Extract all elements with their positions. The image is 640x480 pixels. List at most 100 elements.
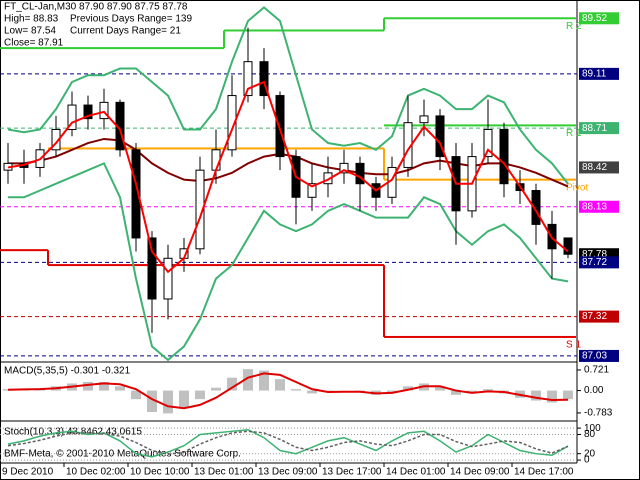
x-tick-label: 13 Dec 01:00 [194, 467, 254, 478]
level-label-bg [579, 12, 619, 25]
candle-body [307, 183, 317, 198]
candle-body [499, 128, 509, 185]
pivot-label: Pivot [566, 182, 588, 193]
histogram-bar [3, 389, 13, 391]
candle-body [83, 104, 93, 120]
level-label-bg [579, 161, 619, 174]
indicator-title: MACD(5,35,5) -0.301 -0.321 [4, 366, 131, 377]
candle-body [339, 162, 349, 174]
info: Low= 87.54 [4, 26, 56, 37]
level-label-bg [579, 310, 619, 323]
candle-body [227, 95, 237, 151]
candle-body [147, 237, 157, 300]
histogram-bar [291, 389, 301, 391]
level-label-bg [579, 256, 619, 269]
level-label-bg [579, 349, 619, 362]
y-tick-label: -0.783 [584, 408, 613, 419]
candle-body [275, 95, 285, 158]
level-label: 89.52 [582, 13, 607, 24]
histogram-bar [179, 390, 189, 408]
candle-body [243, 61, 253, 97]
candle-body [211, 149, 221, 171]
candle-body [531, 189, 541, 225]
histogram-bar [435, 386, 445, 391]
indicator-line [7, 372, 569, 410]
pivot-label: R 1 [566, 128, 582, 139]
histogram-bar [211, 387, 221, 391]
level-label-bg [579, 122, 619, 135]
level-label-bg [579, 67, 619, 80]
candle-body [51, 128, 61, 151]
histogram-bar [195, 390, 205, 400]
x-tick-label: 13 Dec 09:00 [258, 467, 318, 478]
y-tick-label: 0 [584, 455, 590, 466]
histogram-bar [83, 382, 93, 391]
candle-body [563, 237, 573, 255]
level-label: 88.42 [582, 162, 607, 173]
histogram-bar [531, 390, 541, 401]
candle-body [163, 257, 173, 300]
info: Current Days Range= 21 [70, 26, 181, 37]
level-label: 89.11 [582, 69, 607, 80]
histogram-bar [99, 382, 109, 391]
x-tick-label: 10 Dec 02:00 [66, 467, 126, 478]
level-label: 87.72 [582, 257, 607, 268]
candle-body [67, 104, 77, 130]
histogram-bar [387, 390, 397, 392]
info: Close= 87.91 [4, 38, 64, 49]
level-label-bg [579, 200, 619, 213]
x-tick-label: 13 Dec 17:00 [322, 467, 382, 478]
y-tick-label: 0.00 [584, 385, 604, 396]
histogram-bar [547, 390, 557, 403]
histogram-bar [403, 386, 413, 391]
x-tick-label: 9 Dec 2010 [2, 467, 54, 478]
histogram-bar [451, 390, 461, 395]
histogram-bar [115, 386, 125, 391]
candle-body [435, 115, 445, 158]
histogram-bar [275, 379, 285, 391]
candle-body [355, 162, 365, 185]
level-label: 88.13 [582, 201, 607, 212]
indicator-line [7, 6, 569, 185]
candle-body [483, 128, 493, 158]
copyright: BMF-Meta, © 2001-2010 MetaQuotes Softwar… [4, 449, 241, 460]
y-tick-label: 20 [584, 448, 596, 459]
histogram-bar [243, 369, 253, 391]
histogram-bar [307, 390, 317, 394]
x-tick-label: 14 Dec 09:00 [450, 467, 510, 478]
level-label: 87.03 [582, 351, 607, 362]
candle-body [195, 169, 205, 250]
histogram-bar [147, 390, 157, 412]
histogram-bar [259, 370, 269, 391]
candle-body [419, 115, 429, 124]
x-tick-label: 14 Dec 17:00 [514, 467, 574, 478]
level-label: 87.78 [582, 249, 607, 260]
pivot-label: R 2 [566, 21, 582, 32]
indicator-line [8, 162, 569, 362]
x-tick-label: 10 Dec 10:00 [130, 467, 190, 478]
indicator-line [7, 430, 569, 456]
histogram-bar [227, 377, 237, 391]
info: Previous Days Range= 139 [70, 14, 192, 25]
histogram-bar [163, 390, 173, 414]
chart-title: FT_CL-Jan,M30 87.90 87.90 87.75 87.78 [4, 2, 188, 13]
indicator-line [7, 428, 569, 458]
pivot-label: S 1 [566, 340, 581, 351]
candle-body [259, 61, 269, 97]
x-tick-label: 14 Dec 01:00 [386, 467, 446, 478]
histogram-bar [563, 390, 573, 400]
level-label: 87.32 [582, 311, 607, 322]
histogram-bar [483, 389, 493, 391]
histogram-bar [131, 390, 141, 400]
y-tick-label: 100 [584, 423, 601, 434]
y-tick-label: 80 [584, 429, 596, 440]
candle-body [131, 149, 141, 239]
candle-body [99, 101, 109, 120]
level-label: 88.71 [582, 123, 607, 134]
info: High= 88.83 [4, 14, 59, 25]
y-tick-label: 0.721 [584, 365, 609, 376]
indicator-line [7, 80, 569, 274]
